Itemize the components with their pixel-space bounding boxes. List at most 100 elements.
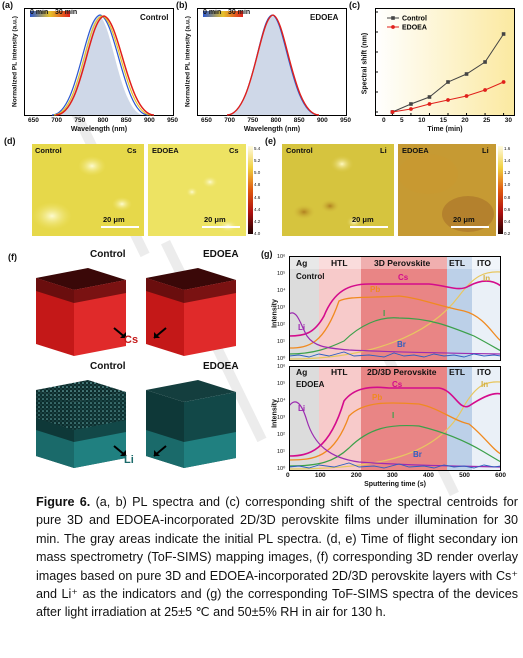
spectral-shift-chart: 0246810ControlEDOEA xyxy=(375,8,515,116)
colorbar-d-ticks: 5.4 5.2 5.0 4.8 4.6 4.4 4.2 4.0 xyxy=(254,146,261,236)
panel-label-e: (e) xyxy=(265,136,276,146)
legend-marker xyxy=(391,25,395,29)
map-e2-ion: Li xyxy=(482,146,489,155)
g-top-i: I xyxy=(383,309,386,318)
g-top-br: Br xyxy=(397,340,406,349)
sample-label-b: EDOEA xyxy=(310,13,339,22)
tof-sims-map-cs-edoea xyxy=(148,144,246,236)
render-3d-cs xyxy=(36,268,236,356)
pl-spectrum-edoea xyxy=(197,8,347,116)
g-top-layer-ito: ITO xyxy=(477,258,492,268)
g-top-yticks: 10⁰ 10¹ 10² 10³ 10⁴ 10⁵ 10⁶ xyxy=(277,254,286,362)
map-d2-sample: EDOEA xyxy=(152,146,179,155)
legend-a-max: 30 min xyxy=(55,9,78,16)
map-e1-ion: Li xyxy=(380,146,387,155)
map-e2-scale: 20 μm xyxy=(453,215,475,224)
map-d1-scale: 20 μm xyxy=(103,215,125,224)
data-point-control xyxy=(427,95,432,99)
data-point-edoea xyxy=(446,98,450,102)
scale-bar xyxy=(350,226,388,228)
sample-label-a: Control xyxy=(140,13,169,22)
panel-label-b: (b) xyxy=(176,0,188,10)
figure-caption: Figure 6. (a, b) PL spectra and (c) corr… xyxy=(36,493,518,622)
colorbar-e xyxy=(498,146,503,234)
panel-label-f: (f) xyxy=(8,252,17,262)
g-top-layer-htl: HTL xyxy=(331,258,348,268)
legend-label: Control xyxy=(402,16,427,23)
g-bottom-cs: Cs xyxy=(392,380,403,389)
g-top-layer-perovskite: 3D Perovskite xyxy=(374,258,431,268)
colorbar-d xyxy=(248,146,253,234)
tof-sims-map-li-edoea xyxy=(398,144,496,236)
xticks-b: 650 700 750 800 850 900 950 xyxy=(201,117,351,124)
map-d1-sample: Control xyxy=(35,146,62,155)
g-bottom-yticks: 10⁰ 10¹ 10² 10³ 10⁴ 10⁵ 10⁶ xyxy=(277,364,286,472)
panel-label-c: (c) xyxy=(349,0,360,10)
g-top-cs: Cs xyxy=(398,273,409,282)
caption-label: Figure 6. xyxy=(36,495,91,509)
xticks-g: 0 100 200 300 400 500 600 xyxy=(286,472,506,479)
g-bottom-br: Br xyxy=(413,450,422,459)
f-bottom-control: Control xyxy=(90,361,126,372)
legend-marker xyxy=(391,16,395,20)
g-top-li: Li xyxy=(298,323,306,332)
legend-b-min: 0 min xyxy=(203,9,222,16)
panel-label-d: (d) xyxy=(4,136,16,146)
data-point-control xyxy=(501,32,506,36)
g-bottom-layer-htl: HTL xyxy=(331,367,348,377)
data-point-edoea xyxy=(427,102,432,106)
data-point-control xyxy=(464,72,469,76)
panel-label-g: (g) xyxy=(261,249,273,259)
g-bottom-pb: Pb xyxy=(372,393,383,402)
g-bottom-in: In xyxy=(481,380,489,389)
g-bottom-layer-ag: Ag xyxy=(296,367,308,377)
map-e2-sample: EDOEA xyxy=(402,146,429,155)
ylabel-a: Normalized PL intensity (a.u.) xyxy=(11,16,19,107)
legend-a-min: 0 min xyxy=(30,9,49,16)
data-point-edoea xyxy=(483,88,487,92)
g-bottom-i: I xyxy=(392,411,395,420)
f-top-edoea: EDOEA xyxy=(203,249,239,260)
tof-sims-map-cs-control xyxy=(32,144,144,236)
f-bottom-ion: Li xyxy=(124,454,134,466)
g-top-in: In xyxy=(483,274,491,283)
plot-area xyxy=(375,8,515,116)
map-e1-sample: Control xyxy=(286,146,313,155)
data-point-edoea xyxy=(464,94,469,98)
ylabel-c: Spectral shift (nm) xyxy=(361,32,369,95)
legend-b-max: 30 min xyxy=(228,9,251,16)
data-point-control xyxy=(446,80,450,84)
g-bottom-sample: EDOEA xyxy=(296,380,325,389)
map-e1-scale: 20 μm xyxy=(352,215,374,224)
tof-sims-map-li-control xyxy=(282,144,394,236)
g-top-layer-ag: Ag xyxy=(296,258,308,268)
xlabel-g: Sputtering time (s) xyxy=(364,481,426,488)
g-top-sample: Control xyxy=(296,272,325,281)
f-top-ion: Cs xyxy=(124,334,139,346)
f-bottom-edoea: EDOEA xyxy=(203,361,239,372)
g-bottom-layer-ito: ITO xyxy=(477,367,492,377)
scale-bar xyxy=(451,226,489,228)
legend-label: EDOEA xyxy=(402,25,427,32)
data-point-edoea xyxy=(390,110,395,114)
tof-sims-profile-control xyxy=(289,256,501,361)
g-top-pb: Pb xyxy=(370,285,381,294)
data-point-control xyxy=(483,60,487,64)
map-d2-scale: 20 μm xyxy=(204,215,226,224)
xlabel-a: Wavelength (nm) xyxy=(70,126,128,133)
ylabel-b: Normalized PL intensity (a.u.) xyxy=(184,16,192,107)
tof-sims-profile-edoea xyxy=(289,366,501,471)
data-point-edoea xyxy=(501,80,506,84)
xticks-a: 650 700 750 800 850 900 950 xyxy=(28,117,178,124)
colorbar-e-ticks: 1.6 1.4 1.2 1.0 0.8 0.6 0.4 0.2 xyxy=(504,146,511,236)
render-3d-li xyxy=(36,380,236,468)
scale-bar xyxy=(202,226,240,228)
data-point-control xyxy=(409,102,413,106)
map-d1-ion: Cs xyxy=(127,146,137,155)
caption-text: (a, b) PL spectra and (c) corresponding … xyxy=(36,495,518,620)
panel-label-a: (a) xyxy=(2,0,13,10)
xticks-c: 0 5 10 15 20 25 30 xyxy=(382,117,512,124)
data-point-edoea xyxy=(409,107,413,111)
pl-spectrum-control xyxy=(24,8,174,116)
scale-bar xyxy=(101,226,139,228)
